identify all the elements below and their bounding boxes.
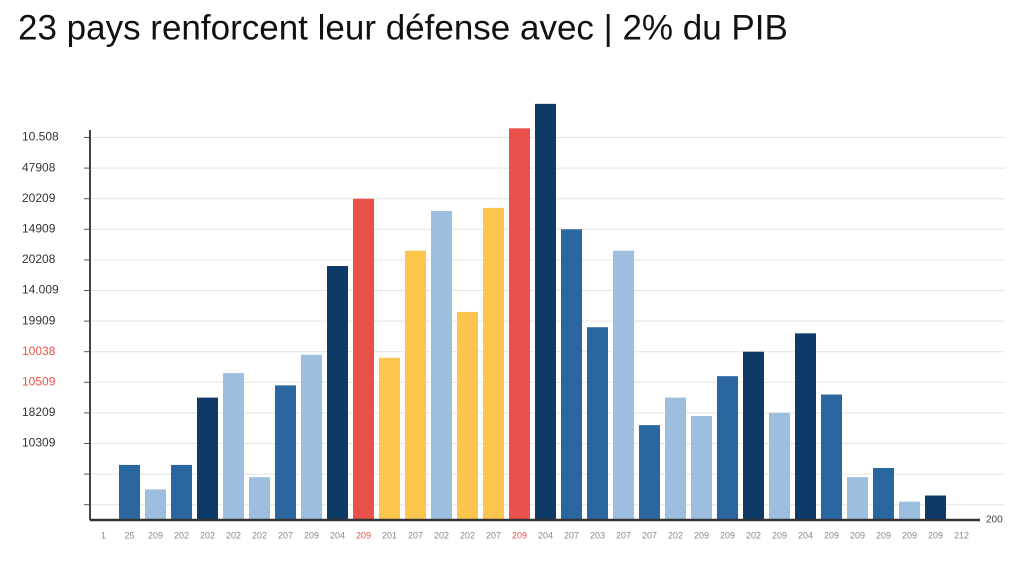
x-tick-label: 202 [434,530,449,540]
y-tick-label: 47908 [22,160,56,174]
bar [847,477,868,520]
bar [405,250,426,520]
x-tick-label: 209 [356,530,371,540]
x-tick-label: 201 [382,530,397,540]
x-tick-label: 209 [304,530,319,540]
bar [119,464,140,520]
bar [613,250,634,520]
x-tick-label: 207 [642,530,657,540]
x-tick-label: 202 [460,530,475,540]
bar [821,394,842,520]
x-tick-label: 204 [538,530,553,540]
x-tick-label: 209 [772,530,787,540]
x-tick-label: 209 [928,530,943,540]
bar [483,207,504,520]
bar [899,501,920,520]
axis-end-label: 200 [986,515,1003,526]
bar [509,128,530,520]
bar [431,210,452,520]
bar [223,373,244,520]
chart-title: 23 pays renforcent leur défense avec | 2… [18,8,788,47]
bar [327,266,348,520]
x-tick-label: 202 [200,530,215,540]
y-tick-label: 14909 [22,221,56,235]
bar [665,397,686,520]
bar [795,333,816,520]
bar [275,385,296,520]
x-tick-label: 209 [876,530,891,540]
x-tick-label: 207 [486,530,501,540]
x-tick-label: 202 [252,530,267,540]
bar [145,489,166,520]
bar [873,467,894,520]
y-tick-label: 19909 [22,313,56,327]
bar [379,357,400,520]
x-tick-label: 207 [408,530,423,540]
bar [353,198,374,520]
bar [301,354,322,520]
bar [769,412,790,520]
y-tick-label: 10038 [22,344,56,358]
x-tick-label: 204 [330,530,345,540]
y-tick-label: 20209 [22,191,56,205]
bar [925,495,946,520]
x-tick-label: 202 [668,530,683,540]
x-tick-label: 209 [850,530,865,540]
bar [457,311,478,520]
bar [561,229,582,521]
x-tick-label: 202 [226,530,241,540]
x-tick-label: 203 [590,530,605,540]
bar [717,376,738,520]
bar [535,103,556,520]
x-tick-label: 1 [101,530,106,540]
bar [249,477,270,520]
x-tick-label: 202 [174,530,189,540]
bar [197,397,218,520]
x-tick-label: 209 [512,530,527,540]
y-tick-label: 18209 [22,405,56,419]
x-tick-label: 212 [954,530,969,540]
x-tick-label: 209 [148,530,163,540]
x-tick-label: 207 [616,530,631,540]
x-tick-label: 209 [902,530,917,540]
x-tick-label: 207 [564,530,579,540]
y-tick-label: 10.508 [22,130,59,144]
y-tick-label: 10309 [22,436,56,450]
x-tick-label: 25 [124,530,134,540]
y-tick-label: 10509 [22,374,56,388]
bar [587,327,608,520]
bar [639,425,660,520]
x-tick-label: 204 [798,530,813,540]
x-tick-label: 209 [694,530,709,540]
bar [691,415,712,520]
y-tick-label: 20208 [22,252,56,266]
bar [171,464,192,520]
x-tick-label: 209 [720,530,735,540]
x-tick-label: 202 [746,530,761,540]
bar [743,351,764,520]
x-tick-label: 207 [278,530,293,540]
y-tick-label: 14.009 [22,283,59,297]
x-tick-label: 209 [824,530,839,540]
